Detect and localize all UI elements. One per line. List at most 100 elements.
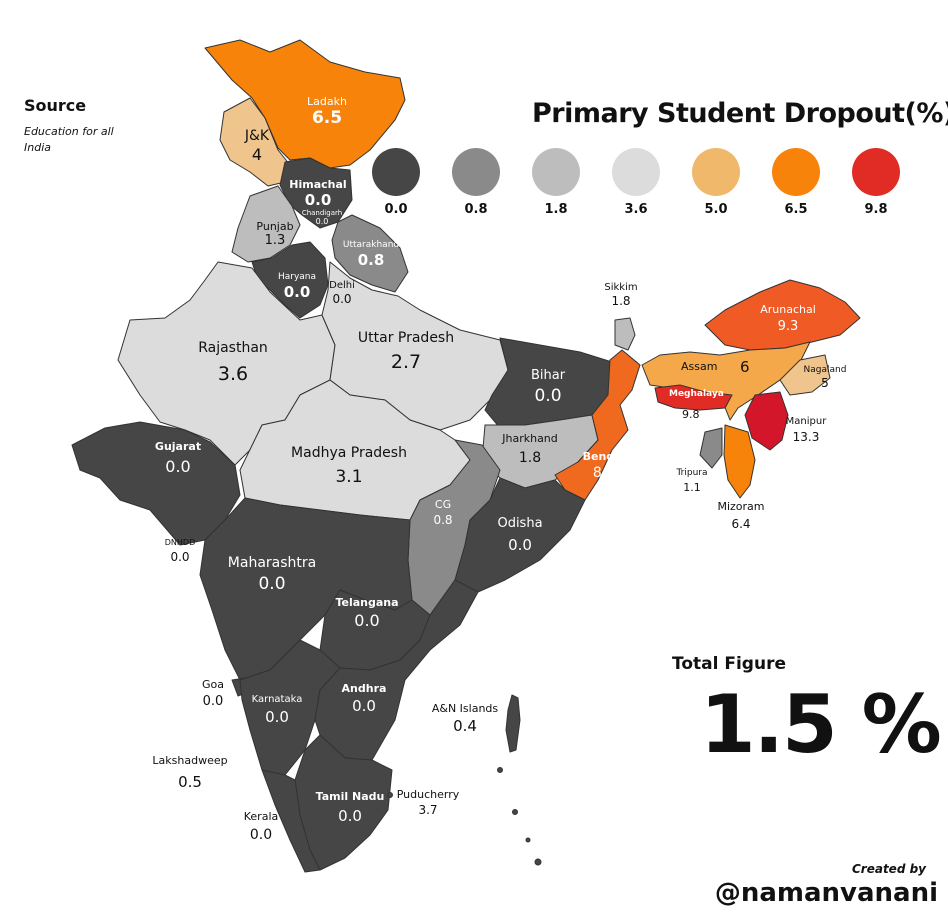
region-name: Sikkim (604, 282, 638, 293)
region-name: Goa (202, 678, 224, 691)
region-name: Kerala (243, 810, 279, 823)
region-name: J&K (244, 128, 270, 144)
label-cg: CG 0.8 (433, 498, 452, 528)
region-name: Chandigarh (301, 209, 343, 217)
legend-swatch (532, 148, 580, 196)
region-value: 0.0 (258, 573, 286, 594)
label-tripura: Tripura 1.1 (676, 468, 707, 494)
label-up: Uttar Pradesh 2.7 (358, 330, 454, 374)
label-assam-name: Assam (681, 360, 718, 373)
region-value: 0.0 (170, 549, 190, 564)
legend-value: 9.8 (864, 202, 888, 217)
label-bihar: Bihar 0.0 (531, 368, 565, 406)
label-manipur: Manipur 13.3 (786, 416, 827, 444)
chart-title: Primary Student Dropout(%) (532, 98, 948, 129)
region-name: Mizoram (717, 500, 765, 513)
legend-item: 1.8 (521, 148, 591, 217)
legend-swatch (452, 148, 500, 196)
region-name: Karnataka (251, 694, 303, 705)
region-name: CG (434, 498, 452, 511)
region-name: Bengal (582, 450, 626, 463)
legend-value: 5.0 (704, 202, 728, 217)
region-manipur (744, 391, 789, 451)
region-value: 0.0 (304, 191, 332, 210)
region-value: 0.0 (315, 217, 329, 227)
label-meghalaya-value: 9.8 (682, 408, 700, 421)
region-value: 1.3 (264, 233, 286, 249)
label-tamilnadu: Tamil Nadu 0.0 (316, 790, 385, 825)
region-uttarakhand (331, 214, 409, 293)
region-name: Nagaland (803, 365, 847, 375)
label-gujarat: Gujarat 0.0 (155, 440, 201, 476)
region-value: 3.7 (418, 803, 438, 818)
region-value: 0.0 (508, 535, 532, 554)
legend-item: 5.0 (681, 148, 751, 217)
region-value: 1.8 (518, 450, 542, 467)
region-value: 3.6 (217, 362, 249, 385)
region-sikkim (614, 317, 636, 351)
source-title: Source (24, 96, 87, 115)
label-nagaland: Nagaland 5 (804, 365, 847, 390)
legend-swatch (372, 148, 420, 196)
region-value: 1.1 (683, 480, 701, 494)
label-karnataka: Karnataka 0.0 (252, 694, 303, 726)
label-mizoram: Mizoram 6.4 (717, 500, 764, 532)
label-haryana: Haryana 0.0 (278, 272, 316, 301)
label-sikkim: Sikkim 1.8 (604, 282, 637, 308)
total-figure-label: Total Figure (672, 654, 786, 674)
label-kerala: Kerala 0.0 (244, 810, 279, 844)
region-value: 1.8 (611, 294, 631, 308)
legend-value: 3.6 (624, 202, 648, 217)
region-name: Bihar (530, 368, 566, 383)
label-punjab: Punjab 1.3 (256, 220, 293, 249)
region-value: 0.4 (453, 717, 477, 736)
total-figure-value: 1.5 % (700, 678, 942, 771)
region-name: Himachal (289, 178, 347, 191)
region-name: Manipur (785, 416, 827, 427)
region-name: Andhra (341, 682, 387, 695)
legend-value: 0.0 (384, 202, 408, 217)
label-an: A&N Islands 0.4 (432, 702, 498, 735)
region-puducherry (387, 792, 393, 798)
region-name: Uttar Pradesh (357, 330, 455, 346)
region-value: 3.1 (335, 466, 363, 487)
region-value: 13.3 (792, 430, 820, 444)
region-name: Delhi (329, 280, 355, 291)
region-name: Rajasthan (198, 340, 268, 356)
region-value: 5 (821, 375, 829, 390)
region-name: Maharashtra (227, 555, 317, 571)
region-value: 0.0 (249, 827, 273, 844)
region-name: Jharkhand (502, 432, 558, 445)
legend-item: 0.8 (441, 148, 511, 217)
region-value: 0.0 (265, 708, 289, 726)
region-odisha (454, 477, 586, 593)
region-andhra (314, 579, 479, 761)
label-odisha: Odisha 0.0 (497, 516, 542, 554)
legend-swatch (612, 148, 660, 196)
region-name: A&N Islands (431, 702, 499, 715)
region-value: 0.5 (178, 773, 202, 792)
region-value: 0.0 (283, 282, 311, 301)
label-jharkhand: Jharkhand 1.8 (502, 432, 558, 467)
region-name: Gujarat (154, 440, 202, 453)
region-value: 0.8 (433, 513, 453, 528)
legend-swatch (852, 148, 900, 196)
region-meghalaya (654, 384, 733, 411)
region-value: 6.4 (731, 517, 751, 532)
region-name: DNHDD (164, 538, 196, 547)
label-uttarakhand: Uttarakhand 0.8 (343, 240, 399, 269)
label-arunachal: Arunachal 9.3 (760, 303, 816, 335)
region-value: 8.6 (592, 465, 616, 482)
legend-item: 0.0 (361, 148, 431, 217)
label-chandigarh: Chandigarh 0.0 (302, 209, 342, 227)
legend-swatch (692, 148, 740, 196)
label-ladakh: Ladakh 6.5 (307, 95, 347, 129)
label-lakshadweep: Lakshadweep 0.5 (152, 754, 227, 791)
label-andhra: Andhra 0.0 (342, 682, 387, 715)
region-haryana (251, 241, 329, 319)
region-name: Odisha (497, 516, 543, 531)
legend-item: 9.8 (841, 148, 911, 217)
region-value: 0.0 (534, 385, 562, 406)
legend-value: 6.5 (784, 202, 808, 217)
